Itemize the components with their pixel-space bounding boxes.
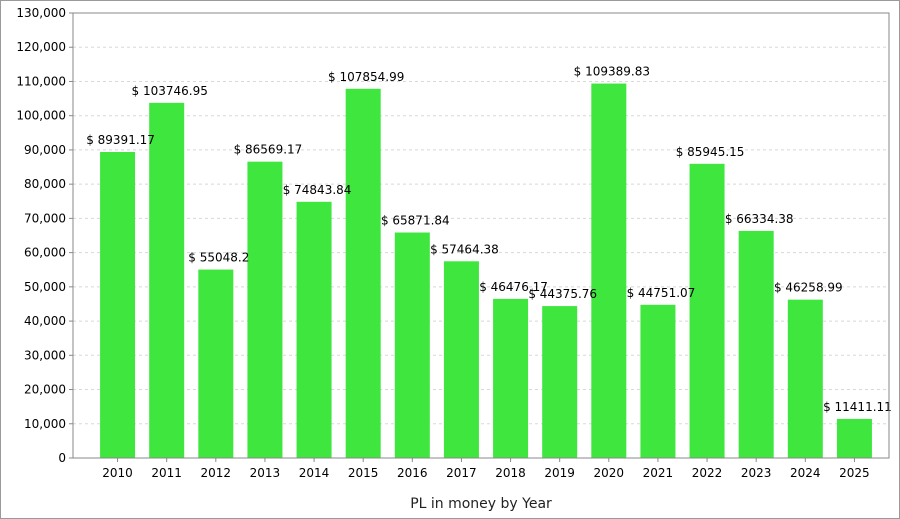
y-tick-label: 10,000 [24, 417, 66, 431]
data-label: $ 57464.38 [430, 242, 499, 256]
data-label: $ 74843.84 [283, 183, 352, 197]
x-tick-label: 2010 [102, 466, 133, 480]
x-tick-label: 2021 [643, 466, 674, 480]
y-tick-label: 100,000 [16, 109, 66, 123]
data-label: $ 46476.17 [479, 280, 548, 294]
x-tick-label: 2017 [446, 466, 477, 480]
x-tick-label: 2018 [495, 466, 526, 480]
bar [493, 298, 529, 458]
data-label: $ 86569.17 [234, 143, 303, 157]
bar [836, 418, 872, 458]
x-tick-label: 2012 [201, 466, 232, 480]
data-labels: $ 89391.17 $ 103746.95 $ 55048.2 $ 86569.17… [86, 65, 892, 414]
bar [689, 163, 725, 458]
x-axis-ticks: 2010 2011 2012 2013 2014 2015 2016 2017 2018 2019… [102, 458, 870, 480]
data-label: $ 44375.76 [528, 287, 597, 301]
data-label: $ 107854.99 [328, 70, 404, 84]
bar [394, 232, 430, 458]
x-tick-label: 2016 [397, 466, 428, 480]
data-label: $ 89391.17 [86, 133, 155, 147]
bar [247, 161, 283, 459]
y-tick-label: 40,000 [24, 314, 66, 328]
y-tick-label: 80,000 [24, 177, 66, 191]
data-label: $ 66334.38 [725, 212, 794, 226]
data-label: $ 55048.2 [188, 251, 249, 265]
data-label: $ 85945.15 [676, 145, 745, 159]
y-tick-label: 70,000 [24, 211, 66, 225]
data-label: $ 44751.07 [627, 286, 696, 300]
x-tick-label: 2011 [151, 466, 182, 480]
x-tick-label: 2019 [544, 466, 575, 480]
x-tick-label: 2023 [741, 466, 772, 480]
data-label: $ 65871.84 [381, 214, 450, 228]
bar [149, 102, 185, 458]
x-tick-label: 2024 [790, 466, 821, 480]
x-tick-label: 2015 [348, 466, 379, 480]
x-axis-title: PL in money by Year [410, 496, 552, 512]
plot-area-border [72, 12, 890, 459]
bar [787, 299, 823, 458]
x-tick-label: 2014 [299, 466, 330, 480]
y-tick-label: 130,000 [16, 6, 66, 20]
y-tick-label: 30,000 [24, 348, 66, 362]
bar [591, 83, 627, 458]
y-axis-ticks: 0 10,000 20,000 30,000 40,000 50,000 60,000 70,… [16, 6, 73, 465]
y-tick-label: 20,000 [24, 383, 66, 397]
data-label: $ 103746.95 [132, 84, 208, 98]
x-tick-label: 2025 [839, 466, 870, 480]
y-tick-label: 110,000 [16, 74, 66, 88]
bar [443, 261, 479, 458]
data-label: $ 11411.11 [823, 400, 892, 414]
data-label: $ 109389.83 [574, 65, 650, 79]
bar [542, 306, 578, 458]
bar [345, 88, 381, 458]
y-tick-label: 120,000 [16, 40, 66, 54]
bars [100, 83, 872, 459]
bar [296, 201, 332, 458]
data-label: $ 46258.99 [774, 281, 843, 295]
y-tick-label: 90,000 [24, 143, 66, 157]
bar [198, 269, 234, 458]
x-tick-label: 2022 [692, 466, 723, 480]
bar [100, 152, 136, 459]
bar [640, 304, 676, 458]
y-tick-label: 50,000 [24, 280, 66, 294]
bar [738, 230, 774, 458]
x-tick-label: 2013 [250, 466, 281, 480]
x-tick-label: 2020 [594, 466, 625, 480]
y-tick-label: 60,000 [24, 246, 66, 260]
y-tick-label: 0 [58, 451, 66, 465]
